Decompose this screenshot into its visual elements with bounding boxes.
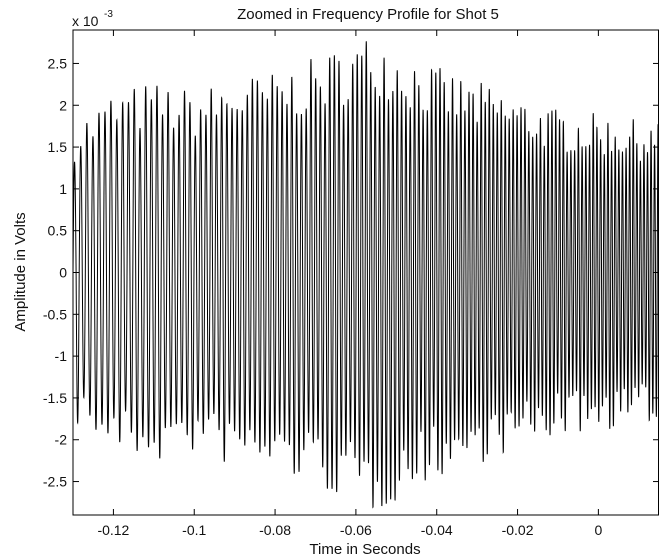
y-tick-label: 2: [59, 97, 67, 113]
x-tick-label: -0.02: [502, 522, 534, 538]
y-tick-label: -1.5: [43, 390, 67, 406]
x-tick-label: -0.06: [340, 522, 372, 538]
x-tick-label: -0.12: [97, 522, 129, 538]
y-tick-label: -2.5: [43, 474, 67, 490]
y-tick-label: 0.5: [48, 223, 68, 239]
y-tick-label: -2: [55, 432, 68, 448]
y-tick-label: 2.5: [48, 55, 68, 71]
y-axis-label: Amplitude in Volts: [12, 212, 29, 331]
y-axis: -2.5 -2 -1.5 -1 -0.5 0 0.5 1 1.5 2 2.5: [43, 55, 659, 490]
x-axis: -0.12 -0.1 -0.08 -0.06 -0.04 -0.02 0: [97, 30, 602, 538]
y-tick-label: -0.5: [43, 306, 67, 322]
y-tick-label: 1.5: [48, 139, 68, 155]
y-tick-label: -1: [55, 348, 68, 364]
x-tick-label: -0.1: [182, 522, 206, 538]
chart-title: Zoomed in Frequency Profile for Shot 5: [237, 6, 499, 23]
x-axis-label: Time in Seconds: [309, 541, 420, 558]
y-tick-label: 0: [59, 265, 67, 281]
x-tick-label: 0: [594, 522, 602, 538]
x-tick-label: -0.04: [421, 522, 453, 538]
y-tick-label: 1: [59, 181, 67, 197]
y-multiplier-exponent: -3: [104, 9, 113, 20]
x-tick-label: -0.08: [259, 522, 291, 538]
signal-line: [72, 41, 659, 509]
y-multiplier-base: x 10: [72, 13, 99, 29]
